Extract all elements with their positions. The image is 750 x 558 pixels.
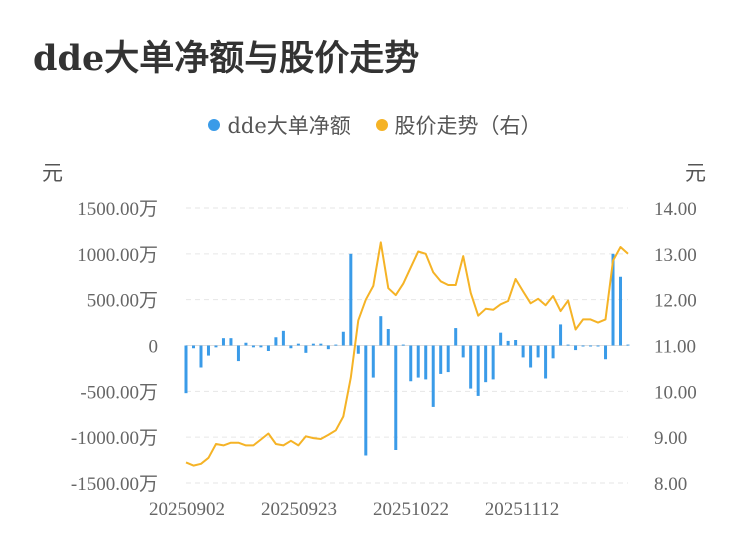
dde-bar <box>349 253 353 346</box>
dde-bar <box>401 344 405 346</box>
dde-bar <box>334 344 338 346</box>
legend-marker-bar-icon <box>208 119 221 131</box>
dde-bar <box>236 345 240 362</box>
dde-bar <box>446 345 450 373</box>
dde-bar <box>251 345 255 348</box>
dde-bar <box>581 345 585 347</box>
legend-item-line[interactable]: 股价走势（右） <box>375 110 542 140</box>
dde-bar <box>476 345 480 396</box>
dde-bar <box>506 340 510 346</box>
right-tick-label: 8.00 <box>654 474 687 495</box>
left-tick-label: 0 <box>149 337 159 358</box>
x-tick-label: 20250923 <box>261 499 337 520</box>
legend-label-bar: dde大单净额 <box>227 114 351 138</box>
x-tick-label: 20251112 <box>485 499 560 520</box>
dde-bar <box>409 345 413 382</box>
dde-bar <box>469 345 473 389</box>
dde-bar <box>341 331 345 346</box>
left-tick-label: -1500.00万 <box>71 474 158 495</box>
dde-bar <box>416 345 420 378</box>
dde-bar <box>431 345 435 407</box>
right-tick-label: 14.00 <box>654 199 697 220</box>
dde-bar <box>596 345 600 347</box>
dde-bar <box>379 316 383 346</box>
dde-bar <box>461 345 465 358</box>
right-tick-label: 12.00 <box>654 291 697 312</box>
right-tick-label: 11.00 <box>654 337 696 358</box>
dde-bar <box>386 329 390 346</box>
dde-bar <box>484 345 488 383</box>
dde-bar <box>491 345 495 380</box>
dde-bar <box>551 345 555 359</box>
left-tick-label: 1000.00万 <box>77 245 158 266</box>
right-tick-label: 13.00 <box>654 245 697 266</box>
dde-bar <box>281 330 285 346</box>
dde-bar <box>559 324 563 346</box>
legend-label-line: 股价走势（右） <box>394 114 542 138</box>
dde-bar <box>356 345 360 354</box>
dde-bar <box>244 342 248 346</box>
left-axis-unit: 元 <box>42 161 63 185</box>
dde-bar <box>221 338 225 346</box>
dde-bar <box>259 345 263 348</box>
dde-bar <box>529 345 533 368</box>
dde-bar <box>499 332 503 346</box>
left-tick-label: -500.00万 <box>80 382 158 403</box>
right-axis-unit: 元 <box>685 161 706 185</box>
dde-bar <box>319 343 323 346</box>
dde-bar <box>214 345 218 348</box>
dde-bar <box>536 345 540 358</box>
dde-bar <box>439 345 443 374</box>
dde-bar <box>266 345 270 351</box>
x-tick-label: 20251022 <box>373 499 449 520</box>
dde-bar <box>229 338 233 346</box>
dde-bar <box>199 345 203 368</box>
dde-bar <box>274 337 278 346</box>
dde-bar <box>304 345 308 353</box>
dde-bar <box>521 345 525 358</box>
dde-bar <box>184 345 188 394</box>
dde-bar <box>454 328 458 346</box>
dde-bar <box>604 345 608 360</box>
dde-bar <box>296 343 300 346</box>
dde-bar <box>326 345 330 350</box>
dde-bar <box>206 345 210 356</box>
dde-bar <box>611 253 615 346</box>
left-tick-label: -1000.00万 <box>71 428 158 449</box>
left-tick-label: 500.00万 <box>87 291 158 312</box>
dde-bar <box>566 344 570 346</box>
dde-bar <box>626 344 630 346</box>
dde-bar <box>311 343 315 346</box>
dde-bar <box>424 345 428 380</box>
dde-bar <box>514 340 518 346</box>
right-tick-label: 9.00 <box>654 428 687 449</box>
legend-marker-line-icon <box>375 119 388 131</box>
dde-bar <box>544 345 548 379</box>
price-line <box>185 241 629 467</box>
dde-bar <box>371 345 375 378</box>
right-tick-label: 10.00 <box>654 382 697 403</box>
dde-bar <box>289 345 293 349</box>
dde-bar <box>574 345 578 351</box>
dde-bar <box>619 276 623 346</box>
legend-item-bar[interactable]: dde大单净额 <box>208 110 351 140</box>
left-tick-label: 1500.00万 <box>77 199 158 220</box>
dde-bar <box>191 345 195 349</box>
dde-bar <box>394 345 398 450</box>
dde-bar <box>364 345 368 456</box>
x-tick-label: 20250902 <box>149 499 225 520</box>
legend: dde大单净额 股价走势（右） <box>0 110 750 140</box>
chart-title: dde大单净额与股价走势 <box>33 38 420 79</box>
dde-bar <box>589 345 593 347</box>
